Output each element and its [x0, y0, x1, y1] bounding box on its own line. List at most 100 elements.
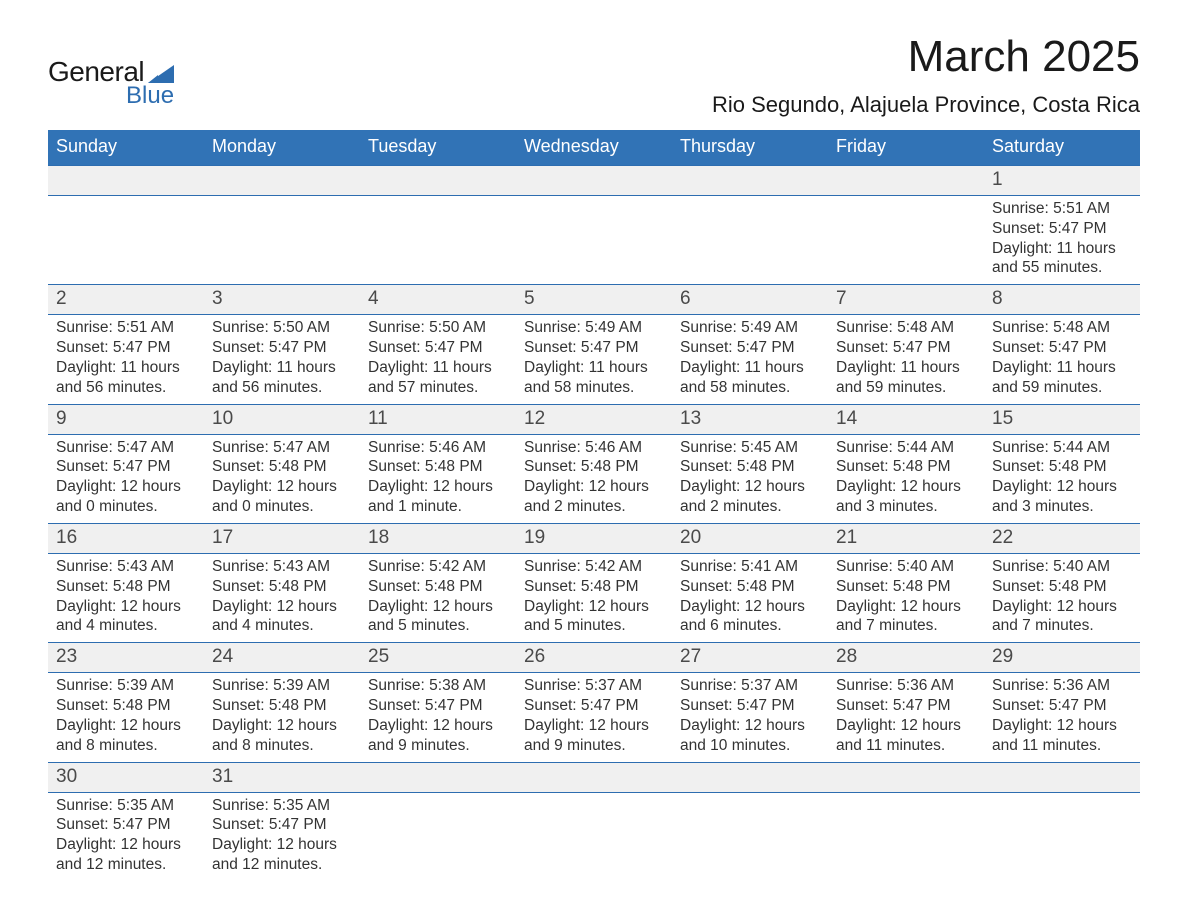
day-number-cell: 20: [672, 523, 828, 553]
day-details-cell: Sunrise: 5:45 AMSunset: 5:48 PMDaylight:…: [672, 434, 828, 523]
day-number-cell: 25: [360, 643, 516, 673]
day-details-cell: [360, 196, 516, 285]
day-details-cell: Sunrise: 5:50 AMSunset: 5:47 PMDaylight:…: [360, 315, 516, 404]
day-details-cell: Sunrise: 5:49 AMSunset: 5:47 PMDaylight:…: [672, 315, 828, 404]
sunrise-line: Sunrise: 5:47 AM: [212, 438, 352, 458]
day-details-cell: Sunrise: 5:46 AMSunset: 5:48 PMDaylight:…: [516, 434, 672, 523]
sunrise-line: Sunrise: 5:42 AM: [368, 557, 508, 577]
day-number-cell: 26: [516, 643, 672, 673]
day-details: Sunrise: 5:39 AMSunset: 5:48 PMDaylight:…: [48, 673, 204, 761]
day-details-cell: [672, 792, 828, 881]
day-details: Sunrise: 5:51 AMSunset: 5:47 PMDaylight:…: [984, 196, 1140, 284]
day-details: Sunrise: 5:45 AMSunset: 5:48 PMDaylight:…: [672, 435, 828, 523]
week-daynum-row: 1: [48, 166, 1140, 196]
daylight-line: Daylight: 12 hours and 0 minutes.: [212, 477, 352, 517]
day-details-cell: Sunrise: 5:42 AMSunset: 5:48 PMDaylight:…: [516, 553, 672, 642]
day-number-cell: [204, 166, 360, 196]
day-number: 8: [984, 285, 1140, 314]
day-number-cell: [672, 762, 828, 792]
day-number-cell: [48, 166, 204, 196]
logo-triangle-icon: [148, 61, 174, 83]
day-number: 10: [204, 405, 360, 434]
daylight-line: Daylight: 12 hours and 1 minute.: [368, 477, 508, 517]
day-details: Sunrise: 5:42 AMSunset: 5:48 PMDaylight:…: [360, 554, 516, 642]
sunset-line: Sunset: 5:48 PM: [836, 457, 976, 477]
sunset-line: Sunset: 5:47 PM: [368, 696, 508, 716]
day-details-cell: Sunrise: 5:37 AMSunset: 5:47 PMDaylight:…: [672, 673, 828, 762]
sunset-line: Sunset: 5:47 PM: [680, 696, 820, 716]
day-details-cell: [672, 196, 828, 285]
day-details-cell: Sunrise: 5:43 AMSunset: 5:48 PMDaylight:…: [48, 553, 204, 642]
sunrise-line: Sunrise: 5:49 AM: [524, 318, 664, 338]
page-header: General Blue March 2025 Rio Segundo, Ala…: [48, 32, 1140, 118]
day-number-cell: [828, 762, 984, 792]
day-number: 25: [360, 643, 516, 672]
day-header: Friday: [828, 130, 984, 166]
day-number-cell: [360, 762, 516, 792]
day-details-cell: Sunrise: 5:44 AMSunset: 5:48 PMDaylight:…: [828, 434, 984, 523]
daylight-line: Daylight: 11 hours and 57 minutes.: [368, 358, 508, 398]
day-header: Monday: [204, 130, 360, 166]
day-number-cell: 17: [204, 523, 360, 553]
daylight-line: Daylight: 11 hours and 58 minutes.: [680, 358, 820, 398]
day-details-cell: Sunrise: 5:43 AMSunset: 5:48 PMDaylight:…: [204, 553, 360, 642]
sunset-line: Sunset: 5:48 PM: [368, 457, 508, 477]
sunset-line: Sunset: 5:47 PM: [56, 338, 196, 358]
sunset-line: Sunset: 5:48 PM: [680, 457, 820, 477]
sunrise-line: Sunrise: 5:36 AM: [836, 676, 976, 696]
sunrise-line: Sunrise: 5:45 AM: [680, 438, 820, 458]
daylight-line: Daylight: 12 hours and 12 minutes.: [56, 835, 196, 875]
calendar-table: SundayMondayTuesdayWednesdayThursdayFrid…: [48, 130, 1140, 881]
day-number-cell: 30: [48, 762, 204, 792]
day-details-cell: Sunrise: 5:51 AMSunset: 5:47 PMDaylight:…: [48, 315, 204, 404]
day-header: Wednesday: [516, 130, 672, 166]
daylight-line: Daylight: 12 hours and 9 minutes.: [368, 716, 508, 756]
week-details-row: Sunrise: 5:39 AM Sunset: 5:48 PM Daylight:…: [48, 673, 1140, 762]
day-number: 4: [360, 285, 516, 314]
day-number-cell: 9: [48, 404, 204, 434]
sunrise-line: Sunrise: 5:46 AM: [368, 438, 508, 458]
day-details: Sunrise: 5:35 AMSunset: 5:47 PMDaylight:…: [48, 793, 204, 881]
sunset-line: Sunset: 5:48 PM: [212, 696, 352, 716]
day-number-cell: 11: [360, 404, 516, 434]
daylight-line: Daylight: 12 hours and 3 minutes.: [992, 477, 1132, 517]
day-number-cell: [516, 762, 672, 792]
daylight-line: Daylight: 12 hours and 2 minutes.: [680, 477, 820, 517]
calendar-body: 1 Sunrise: 5:51 AMSunset: 5:47 PMDayligh…: [48, 166, 1140, 881]
sunset-line: Sunset: 5:47 PM: [836, 696, 976, 716]
day-details-cell: Sunrise: 5:46 AMSunset: 5:48 PMDaylight:…: [360, 434, 516, 523]
day-details: Sunrise: 5:36 AMSunset: 5:47 PMDaylight:…: [828, 673, 984, 761]
day-details-cell: [516, 792, 672, 881]
day-details: Sunrise: 5:36 AMSunset: 5:47 PMDaylight:…: [984, 673, 1140, 761]
day-details-cell: Sunrise: 5:51 AMSunset: 5:47 PMDaylight:…: [984, 196, 1140, 285]
day-details: Sunrise: 5:42 AMSunset: 5:48 PMDaylight:…: [516, 554, 672, 642]
page-subtitle: Rio Segundo, Alajuela Province, Costa Ri…: [712, 92, 1140, 118]
day-header: Sunday: [48, 130, 204, 166]
sunrise-line: Sunrise: 5:39 AM: [56, 676, 196, 696]
day-number: 2: [48, 285, 204, 314]
daylight-line: Daylight: 11 hours and 58 minutes.: [524, 358, 664, 398]
sunrise-line: Sunrise: 5:51 AM: [56, 318, 196, 338]
day-number: 3: [204, 285, 360, 314]
sunset-line: Sunset: 5:47 PM: [524, 696, 664, 716]
sunset-line: Sunset: 5:48 PM: [836, 577, 976, 597]
daylight-line: Daylight: 12 hours and 11 minutes.: [992, 716, 1132, 756]
day-number-cell: 5: [516, 285, 672, 315]
day-number-cell: 29: [984, 643, 1140, 673]
day-details-cell: Sunrise: 5:37 AMSunset: 5:47 PMDaylight:…: [516, 673, 672, 762]
day-number: 22: [984, 524, 1140, 553]
week-details-row: Sunrise: 5:51 AMSunset: 5:47 PMDaylight:…: [48, 196, 1140, 285]
day-details-cell: Sunrise: 5:38 AMSunset: 5:47 PMDaylight:…: [360, 673, 516, 762]
day-details: Sunrise: 5:48 AMSunset: 5:47 PMDaylight:…: [984, 315, 1140, 403]
day-details: Sunrise: 5:48 AMSunset: 5:47 PMDaylight:…: [828, 315, 984, 403]
daylight-line: Daylight: 12 hours and 6 minutes.: [680, 597, 820, 637]
daylight-line: Daylight: 12 hours and 12 minutes.: [212, 835, 352, 875]
day-number-cell: 2: [48, 285, 204, 315]
day-details: Sunrise: 5:47 AMSunset: 5:48 PMDaylight:…: [204, 435, 360, 523]
day-number: 16: [48, 524, 204, 553]
sunset-line: Sunset: 5:47 PM: [836, 338, 976, 358]
logo-text-blue: Blue: [126, 82, 174, 110]
sunrise-line: Sunrise: 5:48 AM: [836, 318, 976, 338]
day-number-cell: 6: [672, 285, 828, 315]
day-details-cell: [48, 196, 204, 285]
